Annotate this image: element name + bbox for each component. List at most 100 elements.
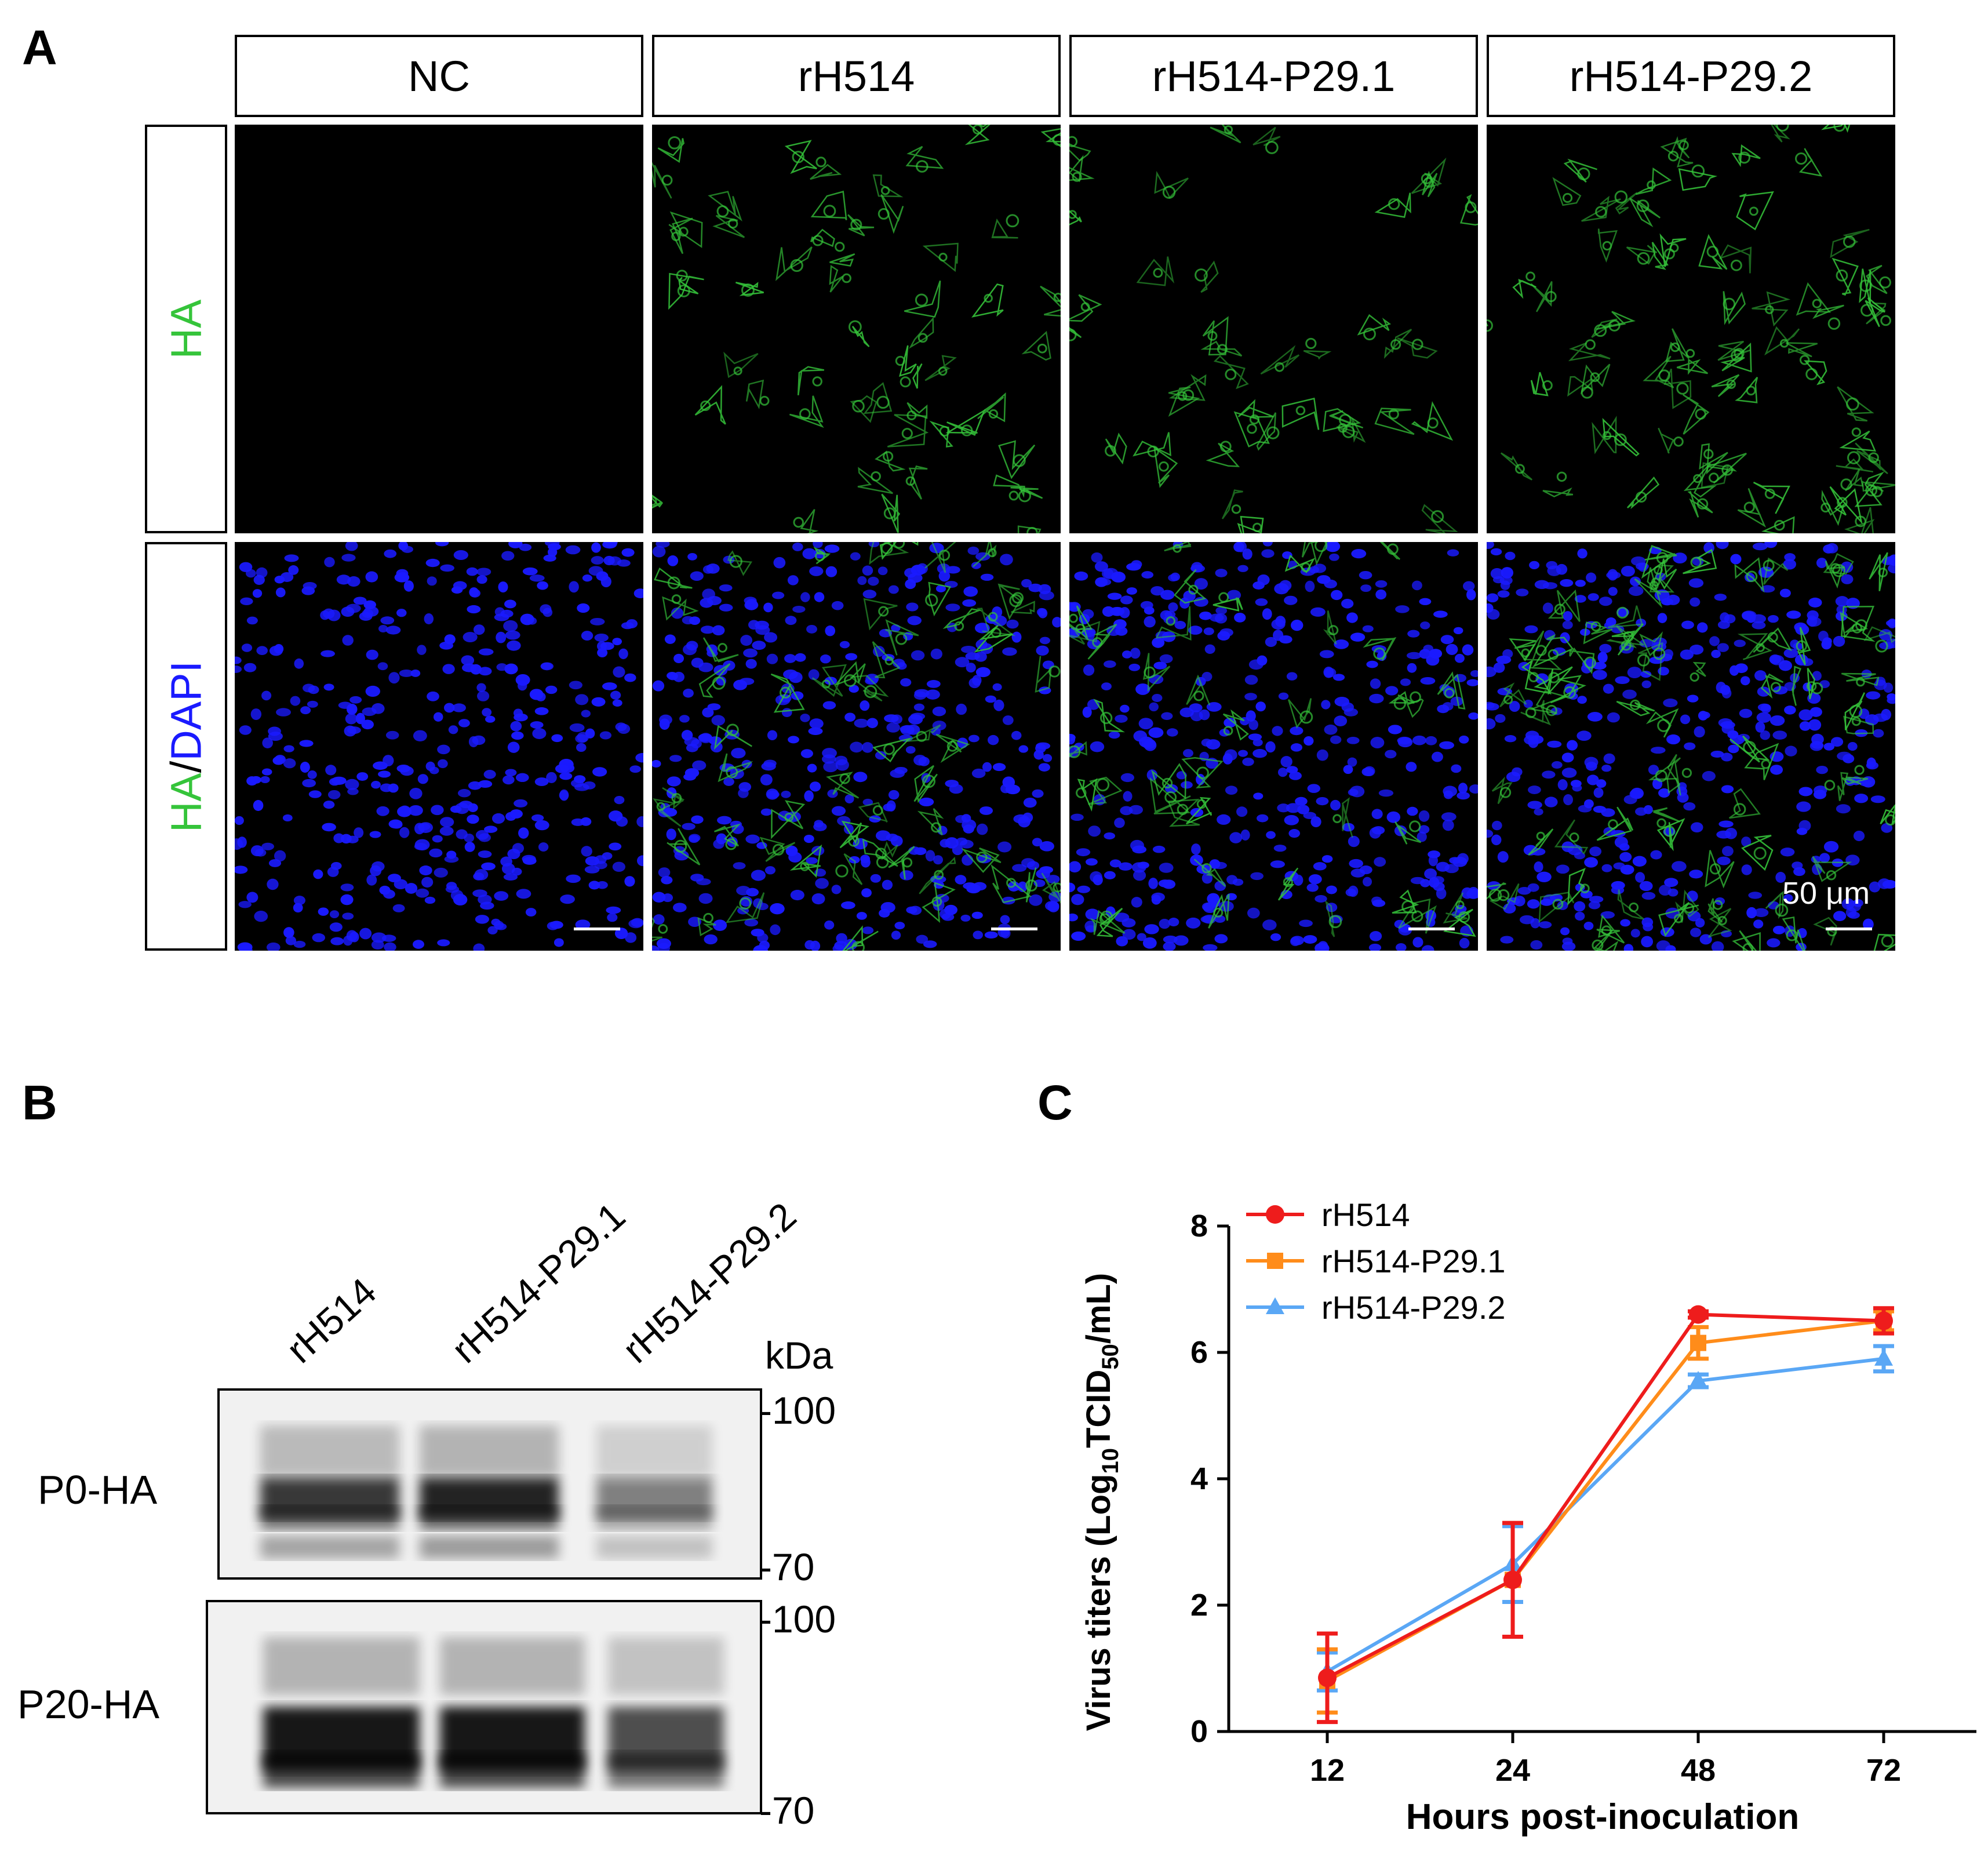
nucleus [341, 554, 356, 562]
nucleus [322, 823, 336, 832]
nucleus [760, 808, 773, 816]
ha-cell [1658, 558, 1677, 590]
nucleus [1159, 918, 1170, 929]
nucleus [1174, 621, 1186, 630]
nucleus [534, 820, 549, 831]
nucleus [1757, 686, 1771, 697]
marker-70-p0: -70 [759, 1545, 815, 1588]
ha-cell [895, 355, 906, 366]
ha-cell [1397, 337, 1438, 359]
nucleus [925, 850, 935, 861]
ha-cell [1053, 882, 1061, 893]
micrograph-rh514-ha-dapi [652, 542, 1061, 951]
nucleus [719, 603, 733, 612]
nucleus [1113, 619, 1127, 630]
nucleus [1632, 856, 1647, 867]
ha-cell [1577, 167, 1590, 181]
ha-cell [872, 641, 901, 679]
ha-cell [1685, 348, 1695, 358]
column-header-rh514-p29-2: rH514-P29.2 [1487, 35, 1895, 117]
ha-cell [1201, 863, 1212, 874]
nucleus [414, 843, 427, 850]
ha-cell [835, 242, 845, 252]
ha-cell [1827, 317, 1841, 330]
ha-cell [759, 395, 770, 406]
nucleus [962, 599, 977, 607]
ha-cell [1580, 363, 1611, 395]
ha-cell [1841, 776, 1869, 785]
nucleus [1772, 925, 1785, 934]
ha-cell [901, 428, 913, 439]
ha-cell [1041, 872, 1061, 904]
ha-cell [1683, 463, 1717, 498]
ha-cell [1805, 368, 1818, 380]
ha-cell [1681, 768, 1692, 778]
ha-cell [881, 493, 901, 533]
nucleus [1536, 871, 1552, 882]
nucleus [1630, 929, 1640, 938]
nucleus [1641, 892, 1656, 900]
nucleus [1252, 748, 1268, 758]
nucleus [808, 669, 820, 681]
nucleus [529, 574, 545, 582]
nucleus [1608, 587, 1618, 596]
nucleus [494, 613, 509, 621]
nucleus [618, 648, 628, 660]
ha-cell [984, 293, 993, 303]
ha-cell [1237, 515, 1264, 533]
nucleus [403, 580, 414, 592]
ha-cell [657, 138, 685, 163]
ha-cell [1705, 850, 1735, 889]
nucleus [504, 599, 516, 609]
ha-cell [789, 395, 824, 428]
nucleus [604, 542, 618, 548]
nucleus [1346, 737, 1360, 744]
nucleus [448, 725, 458, 734]
nucleus [1752, 543, 1768, 551]
nucleus [385, 730, 399, 740]
nucleus [792, 543, 803, 551]
nucleus [1433, 882, 1445, 892]
ha-cell [1851, 427, 1861, 437]
y-tick-label: 0 [1190, 1714, 1208, 1749]
nucleus [1500, 580, 1510, 590]
ha-cell [1363, 637, 1397, 661]
nucleus [1740, 676, 1750, 686]
nucleus [1716, 542, 1729, 550]
ha-cell [1301, 562, 1311, 573]
ha-cell [1548, 589, 1581, 622]
nucleus [1527, 883, 1539, 892]
series-line [1326, 1319, 1884, 1683]
nucleus [424, 613, 434, 624]
ha-cell [883, 507, 896, 519]
nucleus [307, 770, 317, 779]
ha-cell [1069, 621, 1101, 645]
ha-cell [653, 798, 682, 827]
nucleus [246, 616, 258, 625]
nucleus [925, 689, 940, 700]
nucleus [1421, 945, 1434, 951]
ha-cell [1011, 601, 1035, 614]
nucleus [1603, 683, 1614, 694]
nucleus [865, 674, 879, 684]
nucleus [907, 616, 922, 625]
ha-cell [1844, 507, 1875, 533]
nucleus [1793, 867, 1805, 876]
nucleus [396, 609, 407, 617]
nucleus [1148, 878, 1158, 889]
ha-cell [1860, 304, 1874, 317]
nucleus [439, 826, 454, 836]
ha-cell [1798, 148, 1823, 177]
nucleus [1255, 598, 1268, 606]
nucleus [1779, 660, 1793, 671]
ha-cell [1487, 882, 1506, 900]
ha-cell [1859, 268, 1872, 305]
nucleus [1605, 617, 1616, 627]
ha-cell [988, 409, 999, 419]
ha-cell [1880, 315, 1891, 326]
nucleus [835, 759, 849, 771]
ha-cell [1221, 489, 1243, 519]
nucleus [1808, 719, 1822, 731]
ha-cell [1859, 279, 1872, 292]
ha-cell [925, 594, 938, 607]
